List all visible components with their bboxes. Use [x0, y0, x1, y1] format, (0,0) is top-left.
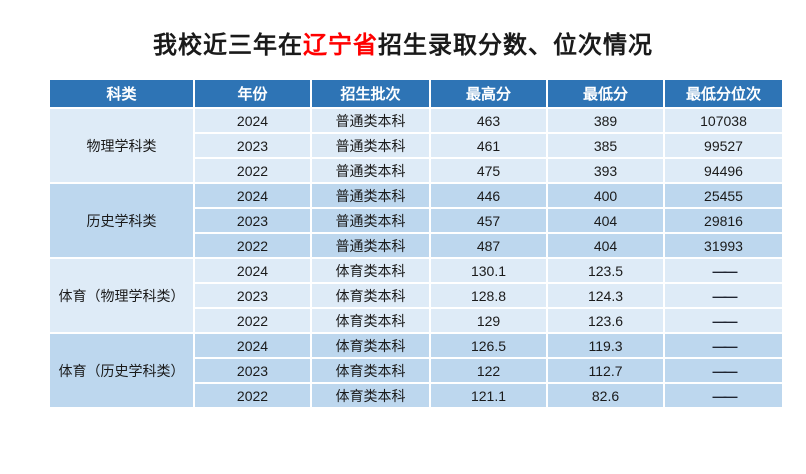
table-row: 2022 普通类本科 475 393 94496: [49, 157, 784, 184]
max-cell: 461: [429, 132, 548, 159]
year-cell: 2024: [193, 257, 312, 284]
rank-cell: ——: [663, 332, 784, 359]
min-cell: 404: [546, 232, 665, 259]
batch-cell: 普通类本科: [310, 207, 431, 234]
rank-cell: 31993: [663, 232, 784, 259]
title-suffix: 招生录取分数、位次情况: [378, 32, 653, 59]
year-cell: 2024: [193, 332, 312, 359]
year-cell: 2022: [193, 307, 312, 334]
max-cell: 463: [429, 107, 548, 134]
rank-cell: ——: [663, 282, 784, 309]
min-cell: 389: [546, 107, 665, 134]
year-cell: 2023: [193, 132, 312, 159]
max-cell: 457: [429, 207, 548, 234]
year-cell: 2023: [193, 282, 312, 309]
year-cell: 2022: [193, 157, 312, 184]
min-cell: 123.5: [546, 257, 665, 284]
batch-cell: 普通类本科: [310, 182, 431, 209]
min-cell: 112.7: [546, 357, 665, 384]
rank-cell: 94496: [663, 157, 784, 184]
column-header-0: 科类: [48, 78, 195, 109]
min-cell: 400: [546, 182, 665, 209]
year-cell: 2024: [193, 182, 312, 209]
min-cell: 393: [546, 157, 665, 184]
min-cell: 82.6: [546, 382, 665, 409]
category-cell: 体育（物理学科类）: [48, 257, 195, 334]
table-row: 2022 体育类本科 129 123.6 ——: [49, 307, 784, 334]
batch-cell: 体育类本科: [310, 332, 431, 359]
table-row: 物理学科类 2024 普通类本科 463 389 107038: [48, 107, 784, 184]
min-cell: 404: [546, 207, 665, 234]
page-title: 我校近三年在辽宁省招生录取分数、位次情况: [0, 0, 806, 66]
table-row: 体育（历史学科类） 2024 体育类本科 126.5 119.3 ——: [48, 332, 784, 409]
table-row: 2022 普通类本科 487 404 31993: [49, 232, 784, 259]
max-cell: 446: [429, 182, 548, 209]
min-cell: 123.6: [546, 307, 665, 334]
category-cell: 体育（历史学科类）: [48, 332, 195, 409]
rank-cell: ——: [663, 357, 784, 384]
batch-cell: 体育类本科: [310, 307, 431, 334]
rank-cell: 107038: [663, 107, 784, 134]
admission-score-table: 科类 年份 招生批次 最高分 最低分 最低分位次 物理学科类 2024 普通类本科 463 389…: [48, 78, 784, 409]
column-header-3: 最高分: [429, 78, 548, 109]
title-prefix: 我校近三年在: [153, 32, 303, 59]
table-row: 2023 体育类本科 128.8 124.3 ——: [49, 282, 784, 309]
rank-cell: 29816: [663, 207, 784, 234]
table-row: 2022 体育类本科 121.1 82.6 ——: [49, 382, 784, 409]
table-row: 历史学科类 2024 普通类本科 446 400 25455: [48, 182, 784, 259]
table-row: 2023 体育类本科 122 112.7 ——: [49, 357, 784, 384]
min-cell: 385: [546, 132, 665, 159]
max-cell: 121.1: [429, 382, 548, 409]
table-row: 2023 普通类本科 457 404 29816: [49, 207, 784, 234]
title-highlight-province: 辽宁省: [303, 32, 378, 59]
table-row: 体育（物理学科类） 2024 体育类本科 130.1 123.5 ——: [48, 257, 784, 334]
table-header-row: 科类 年份 招生批次 最高分 最低分 最低分位次: [48, 78, 784, 109]
batch-cell: 普通类本科: [310, 232, 431, 259]
rank-cell: ——: [663, 382, 784, 409]
max-cell: 128.8: [429, 282, 548, 309]
batch-cell: 普通类本科: [310, 132, 431, 159]
rank-cell: ——: [663, 257, 784, 284]
batch-cell: 体育类本科: [310, 282, 431, 309]
max-cell: 130.1: [429, 257, 548, 284]
rank-cell: 25455: [663, 182, 784, 209]
column-header-1: 年份: [193, 78, 312, 109]
max-cell: 122: [429, 357, 548, 384]
batch-cell: 普通类本科: [310, 157, 431, 184]
batch-cell: 体育类本科: [310, 382, 431, 409]
column-header-2: 招生批次: [310, 78, 431, 109]
max-cell: 475: [429, 157, 548, 184]
year-cell: 2024: [193, 107, 312, 134]
column-header-5: 最低分位次: [663, 78, 784, 109]
max-cell: 487: [429, 232, 548, 259]
year-cell: 2023: [193, 207, 312, 234]
max-cell: 129: [429, 307, 548, 334]
batch-cell: 体育类本科: [310, 357, 431, 384]
batch-cell: 体育类本科: [310, 257, 431, 284]
max-cell: 126.5: [429, 332, 548, 359]
min-cell: 119.3: [546, 332, 665, 359]
table-row: 2023 普通类本科 461 385 99527: [49, 132, 784, 159]
column-header-4: 最低分: [546, 78, 665, 109]
rank-cell: 99527: [663, 132, 784, 159]
year-cell: 2023: [193, 357, 312, 384]
category-cell: 历史学科类: [48, 182, 195, 259]
category-cell: 物理学科类: [48, 107, 195, 184]
min-cell: 124.3: [546, 282, 665, 309]
rank-cell: ——: [663, 307, 784, 334]
year-cell: 2022: [193, 382, 312, 409]
batch-cell: 普通类本科: [310, 107, 431, 134]
year-cell: 2022: [193, 232, 312, 259]
